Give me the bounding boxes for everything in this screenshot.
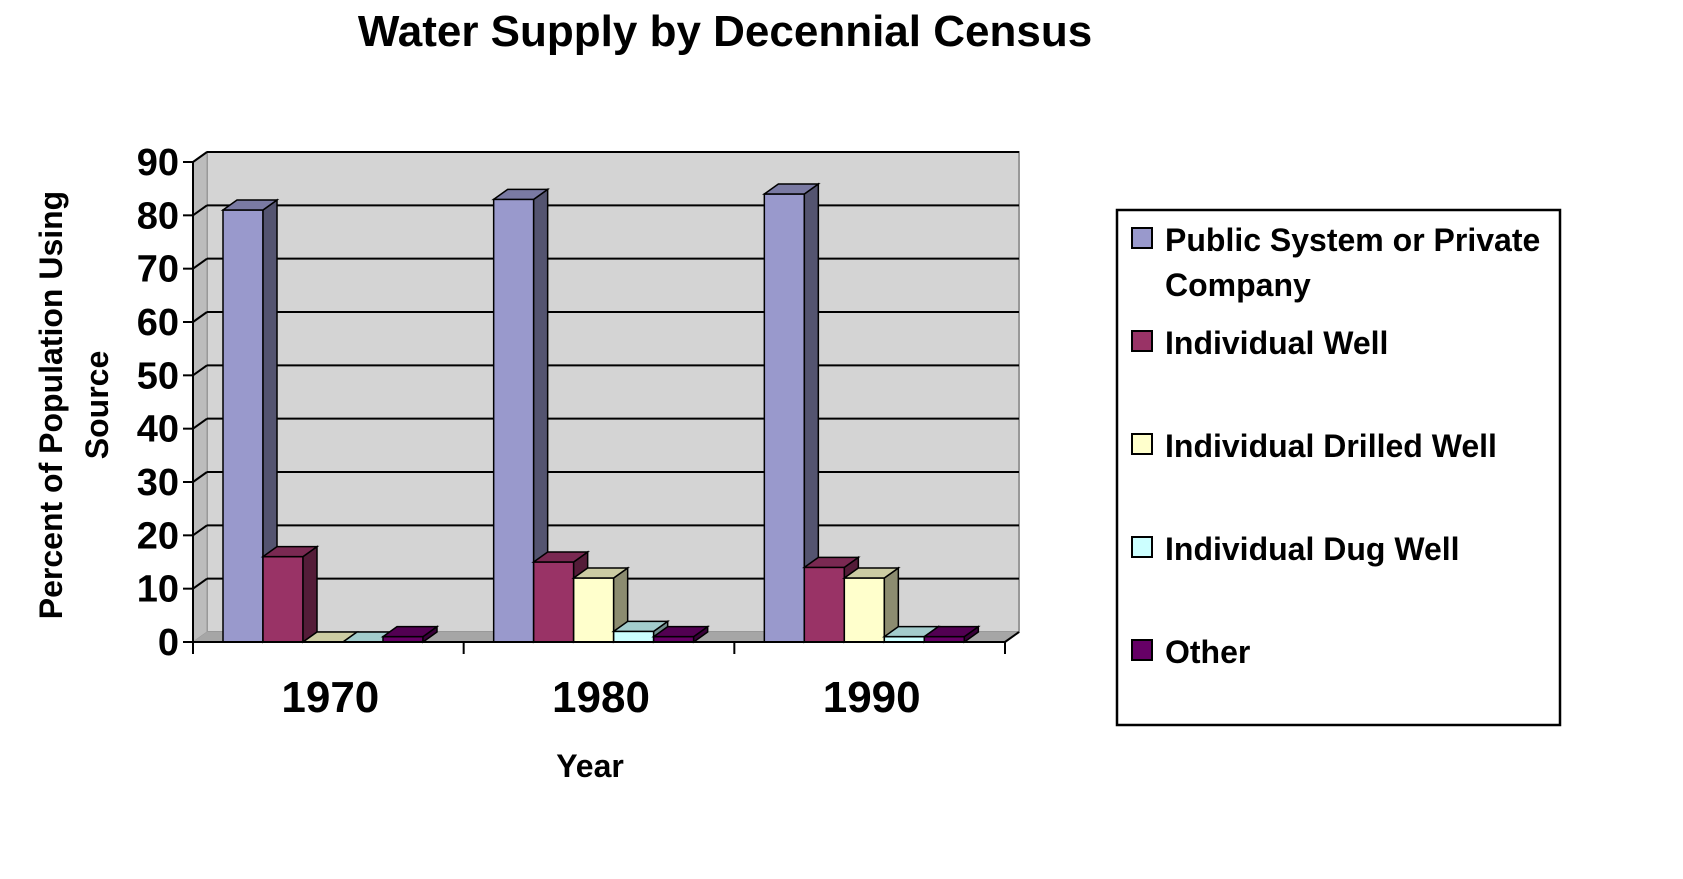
x-tick-label: 1990	[823, 673, 921, 722]
bar	[491, 187, 551, 644]
legend-entry: Public System or Private Company	[1131, 222, 1540, 303]
y-tick-label: 30	[137, 462, 179, 504]
y-tick-label: 60	[137, 302, 179, 344]
bar	[761, 182, 821, 644]
bar-top	[491, 188, 551, 201]
plot-back-wall	[206, 151, 1020, 633]
legend: Public System or Private Company Individua…	[1115, 208, 1562, 727]
x-axis-title: Year	[556, 748, 624, 784]
bar	[841, 566, 901, 644]
legend-swatch	[1131, 330, 1153, 352]
bar-front	[572, 577, 615, 643]
legend-box	[1115, 208, 1562, 727]
bar-top	[380, 625, 440, 638]
bar-top	[571, 567, 631, 579]
x-tick-label: 1970	[281, 673, 379, 722]
bar-side	[302, 545, 318, 644]
bar-top	[220, 199, 280, 211]
legend-swatch	[1131, 433, 1153, 455]
bar-front	[763, 193, 806, 643]
gridline-side	[192, 577, 208, 590]
bar	[260, 545, 320, 644]
gridline-side	[192, 257, 208, 270]
gridline-side	[192, 151, 208, 163]
plot-area: 0 10 20 30 40 50 60 70 80 90 1970 1980 1990	[137, 142, 1020, 722]
bar	[220, 198, 280, 644]
bar	[921, 625, 981, 644]
legend-label: Individual Well	[1165, 325, 1388, 361]
x-tick-label: 1980	[552, 673, 650, 722]
y-tick-label: 80	[137, 195, 179, 237]
legend-swatch	[1131, 639, 1153, 661]
y-tick-label: 20	[137, 515, 179, 557]
legend-entry: Individual Well	[1131, 325, 1388, 361]
legend-label: Individual Dug Well	[1165, 531, 1460, 567]
legend-entry: Other	[1131, 634, 1250, 670]
bar-front	[262, 555, 304, 643]
bar-top	[761, 183, 821, 195]
legend-label: Public System or Private	[1165, 222, 1540, 258]
y-axis-title: Percent of Population Using Source	[33, 191, 115, 619]
bar-front	[803, 566, 846, 643]
gridline-side	[192, 311, 208, 323]
bar	[651, 625, 711, 644]
y-tick-label: 70	[137, 249, 179, 291]
y-axis-title-line-1: Percent of Population Using	[33, 191, 69, 619]
bar-top	[611, 620, 671, 633]
chart-title: Water Supply by Decennial Census	[358, 7, 1092, 56]
legend-label: Company	[1165, 267, 1311, 303]
y-tick-label: 50	[137, 355, 179, 397]
bar-top	[651, 625, 711, 638]
bar-front	[843, 577, 886, 643]
gridline-side	[192, 204, 208, 217]
legend-label: Other	[1165, 634, 1250, 670]
x-axis-line-depth	[1004, 631, 1020, 643]
bar-top	[260, 545, 320, 558]
legend-entry: Individual Dug Well	[1131, 531, 1460, 567]
y-tick-label: 10	[137, 569, 179, 611]
gridline-side	[192, 417, 208, 430]
y-axis-title-line-2: Source	[79, 351, 115, 459]
gridline-side	[192, 364, 208, 377]
bar-top	[531, 551, 591, 563]
bar-top	[801, 556, 861, 569]
bar-front	[222, 209, 264, 643]
gridline-side	[192, 524, 208, 537]
legend-swatch	[1131, 536, 1153, 558]
gridline-side	[192, 471, 208, 483]
bar-front	[492, 198, 535, 643]
bar	[380, 625, 440, 644]
y-tick-label: 40	[137, 409, 179, 451]
legend-swatch	[1131, 227, 1153, 249]
plot-side-wall	[192, 151, 208, 643]
bar-top	[921, 625, 981, 638]
legend-entry: Individual Drilled Well	[1131, 428, 1497, 464]
legend-label: Individual Drilled Well	[1165, 428, 1497, 464]
bar-front	[532, 561, 575, 643]
y-tick-label: 90	[137, 142, 179, 184]
y-tick-label: 0	[158, 622, 179, 664]
bar-front	[612, 630, 655, 643]
bar-top	[841, 567, 901, 579]
